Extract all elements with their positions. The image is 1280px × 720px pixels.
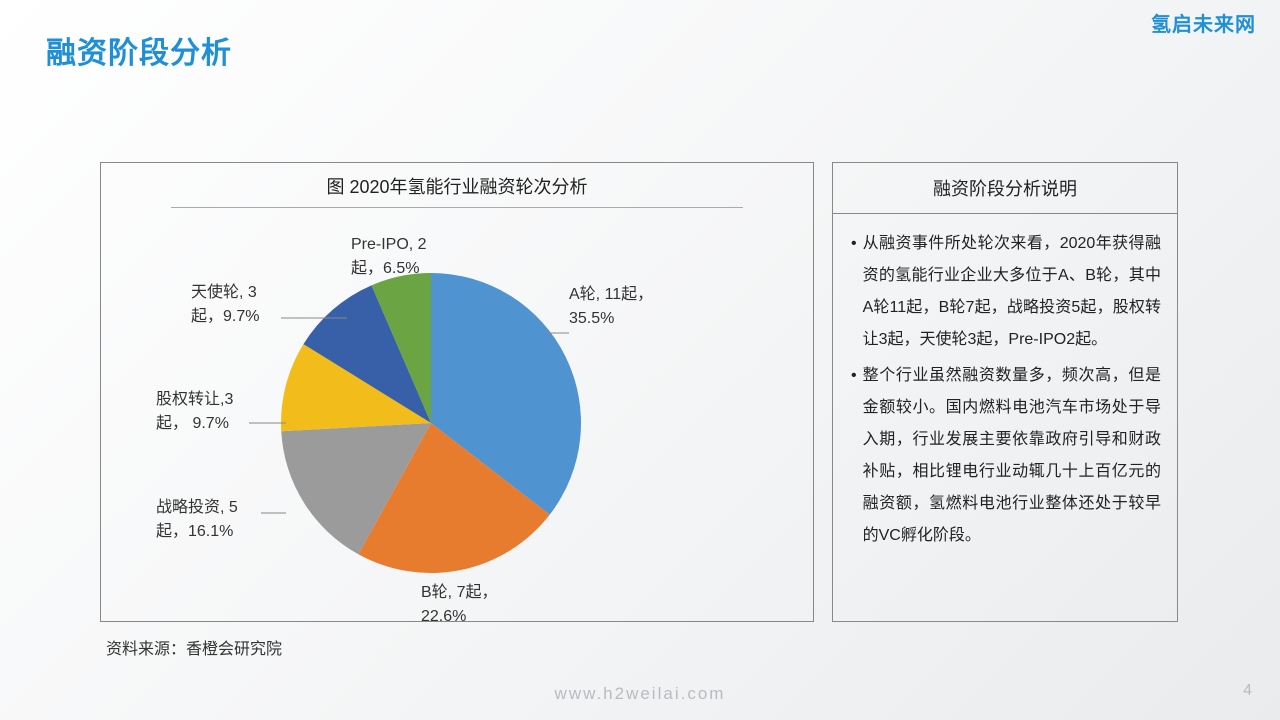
chart-title: 图 2020年氢能行业融资轮次分析: [101, 163, 813, 207]
brand-logo-text: 氢启未来网: [1151, 8, 1256, 37]
explanation-body: •从融资事件所处轮次来看，2020年获得融资的氢能行业企业大多位于A、B轮，其中…: [833, 214, 1177, 566]
pie-chart: A轮, 11起，35.5%B轮, 7起，22.6%战略投资, 5起，16.1%股…: [101, 233, 813, 621]
pie-label-B轮: B轮, 7起，22.6%: [421, 581, 497, 629]
chart-title-divider: [171, 207, 743, 208]
footer-url: www.h2weilai.com: [555, 684, 726, 704]
data-source: 资料来源：香橙会研究院: [106, 635, 282, 659]
pie-label-Pre-IPO: Pre-IPO, 2起，6.5%: [351, 233, 427, 281]
explanation-bullet: •从融资事件所处轮次来看，2020年获得融资的氢能行业企业大多位于A、B轮，其中…: [851, 228, 1161, 356]
content-row: 图 2020年氢能行业融资轮次分析 A轮, 11起，35.5%B轮, 7起，22…: [100, 162, 1178, 622]
pie-label-战略投资: 战略投资, 5起，16.1%: [156, 496, 238, 544]
page-title: 融资阶段分析: [46, 28, 232, 72]
chart-panel: 图 2020年氢能行业融资轮次分析 A轮, 11起，35.5%B轮, 7起，22…: [100, 162, 814, 622]
explanation-heading: 融资阶段分析说明: [833, 163, 1177, 214]
pie-label-天使轮: 天使轮, 3起，9.7%: [191, 281, 259, 329]
explanation-panel: 融资阶段分析说明 •从融资事件所处轮次来看，2020年获得融资的氢能行业企业大多…: [832, 162, 1178, 622]
explanation-bullet: •整个行业虽然融资数量多，频次高，但是金额较小。国内燃料电池汽车市场处于导入期，…: [851, 360, 1161, 552]
pie-label-股权转让: 股权转让,3起， 9.7%: [156, 388, 233, 436]
pie-label-A轮: A轮, 11起，35.5%: [569, 283, 653, 331]
page-number: 4: [1243, 682, 1252, 700]
